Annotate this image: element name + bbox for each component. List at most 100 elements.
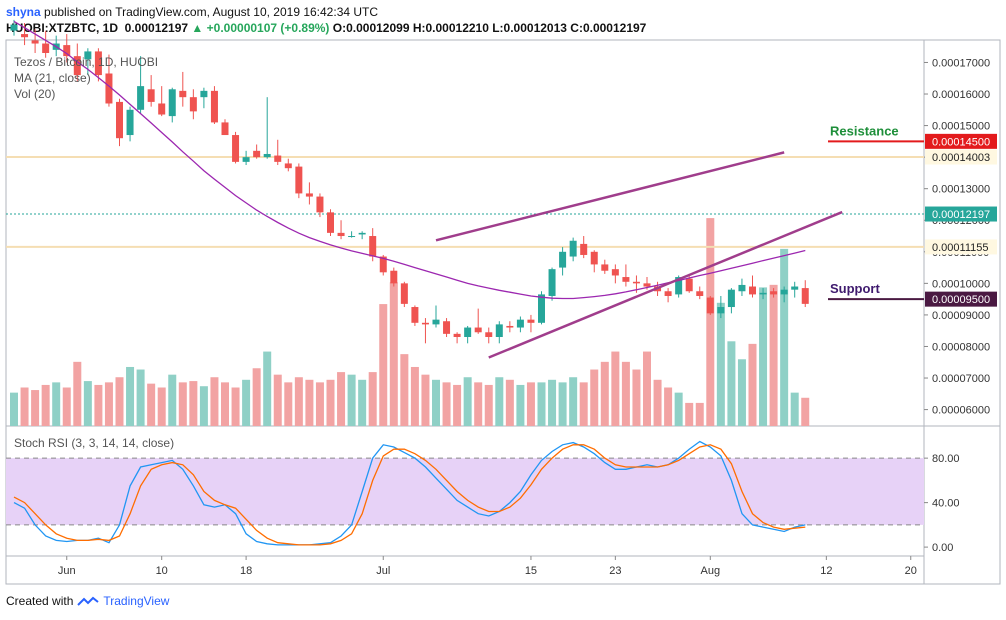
volume-bar bbox=[600, 361, 609, 426]
volume-bar bbox=[780, 248, 789, 426]
candle-body bbox=[158, 103, 166, 115]
volume-bar bbox=[400, 354, 409, 426]
candle-body bbox=[580, 243, 588, 255]
volume-bar bbox=[621, 361, 630, 426]
candle-body bbox=[10, 24, 18, 31]
price-tag-bg bbox=[925, 206, 997, 222]
volume-bar bbox=[210, 377, 219, 426]
volume-bar bbox=[115, 377, 124, 426]
candle-body bbox=[421, 322, 429, 325]
trendline-upper[interactable] bbox=[435, 151, 785, 242]
price-tag-bg bbox=[925, 133, 997, 149]
volume-bar bbox=[347, 374, 356, 426]
up-arrow-icon: ▲ bbox=[191, 21, 204, 35]
price-tick-label: 0.00017000 bbox=[932, 57, 990, 69]
volume-bar bbox=[516, 384, 525, 426]
candle-body bbox=[316, 196, 324, 213]
volume-bars bbox=[10, 218, 810, 426]
candle-body bbox=[137, 86, 145, 110]
symbol[interactable]: HUOBI:XTZBTC, 1D bbox=[6, 21, 118, 35]
chart-header: shyna published on TradingView.com, Augu… bbox=[6, 4, 1001, 38]
volume-bar bbox=[315, 382, 324, 426]
stoch-axis: 0.00 40.00 80.00 bbox=[924, 453, 960, 554]
stoch-d-line bbox=[13, 444, 806, 546]
volume-bar bbox=[653, 379, 662, 426]
volume-bar bbox=[632, 369, 641, 426]
candle-body bbox=[31, 40, 39, 44]
volume-bar bbox=[737, 359, 746, 426]
stoch-tick-label: 40.00 bbox=[932, 498, 960, 510]
candle-body bbox=[696, 291, 704, 296]
candle-body bbox=[453, 333, 461, 338]
publisher-text: published on TradingView.com, August 10,… bbox=[44, 5, 379, 19]
candle-body bbox=[379, 256, 387, 273]
candles bbox=[10, 19, 809, 344]
volume-bar bbox=[199, 386, 208, 426]
volume-bar bbox=[463, 377, 472, 426]
candle-body bbox=[179, 90, 187, 98]
price-tick-label: 0.00015000 bbox=[932, 121, 990, 133]
tradingview-logo-icon bbox=[77, 596, 99, 606]
volume-bar bbox=[716, 302, 725, 426]
candle-body bbox=[601, 264, 609, 271]
volume-bar bbox=[474, 382, 483, 426]
stoch-tick-label: 80.00 bbox=[932, 453, 960, 465]
candle-body bbox=[749, 286, 756, 295]
candle-body bbox=[105, 73, 113, 104]
resistance-label: Resistance bbox=[830, 123, 899, 138]
candle-body bbox=[305, 193, 313, 197]
price-tick-label: 0.00010000 bbox=[932, 278, 990, 290]
price-tick-label: 0.00006000 bbox=[932, 405, 990, 417]
time-tick-label: 23 bbox=[609, 565, 621, 577]
footer: Created with TradingView bbox=[6, 594, 169, 608]
time-tick-label: Aug bbox=[701, 565, 721, 577]
volume-bar bbox=[379, 304, 388, 426]
tradingview-brand-link[interactable]: TradingView bbox=[103, 594, 170, 608]
volume-bar bbox=[769, 284, 778, 426]
volume-bar bbox=[748, 343, 757, 426]
volume-bar bbox=[674, 392, 683, 426]
stoch-band bbox=[6, 458, 924, 525]
time-axis: Jun 10 18 Jul 15 23 Aug 12 20 bbox=[58, 556, 917, 577]
price-tick-label: 0.00009000 bbox=[932, 310, 990, 322]
volume-bar bbox=[326, 379, 335, 426]
candle-body bbox=[126, 109, 134, 136]
candle-body bbox=[706, 297, 714, 314]
candle-body bbox=[295, 166, 303, 194]
volume-bar bbox=[505, 379, 514, 426]
candle-body bbox=[443, 321, 451, 334]
volume-bar bbox=[453, 384, 462, 426]
candle-body bbox=[221, 122, 229, 136]
volume-bar bbox=[273, 374, 282, 426]
volume-bar bbox=[178, 382, 187, 426]
candle-body bbox=[675, 277, 683, 295]
candle-body bbox=[358, 232, 366, 235]
volume-bar bbox=[263, 351, 272, 426]
price-tag-label: 0.00014500 bbox=[932, 136, 990, 148]
trendline-lower[interactable] bbox=[488, 210, 843, 359]
candle-body bbox=[348, 236, 356, 238]
candle-body bbox=[791, 286, 799, 290]
candle-body bbox=[369, 236, 377, 257]
candle-body bbox=[189, 97, 197, 112]
candle-body bbox=[801, 288, 809, 304]
candle-body bbox=[685, 278, 693, 292]
candle-body bbox=[622, 277, 630, 282]
volume-bar bbox=[685, 402, 694, 426]
candle-body bbox=[727, 289, 735, 308]
volume-bar bbox=[284, 382, 293, 426]
stoch-legend: Stoch RSI (3, 3, 14, 14, close) bbox=[14, 436, 174, 450]
volume-bar bbox=[432, 379, 440, 426]
publisher-user[interactable]: shyna bbox=[6, 5, 41, 19]
candle-body bbox=[210, 90, 218, 123]
candle-body bbox=[474, 327, 482, 333]
price-tags: 0.00014500 0.00014003 0.00012197 0.00011155… bbox=[925, 133, 997, 307]
candle-body bbox=[632, 281, 640, 284]
volume-bar bbox=[442, 382, 451, 426]
candle-body bbox=[84, 51, 92, 60]
candle-body bbox=[664, 291, 672, 296]
candle-body bbox=[485, 332, 493, 338]
volume-bar bbox=[368, 372, 377, 426]
ohlc-values: O:0.00012099 H:0.00012210 L:0.00012013 C… bbox=[332, 21, 647, 35]
